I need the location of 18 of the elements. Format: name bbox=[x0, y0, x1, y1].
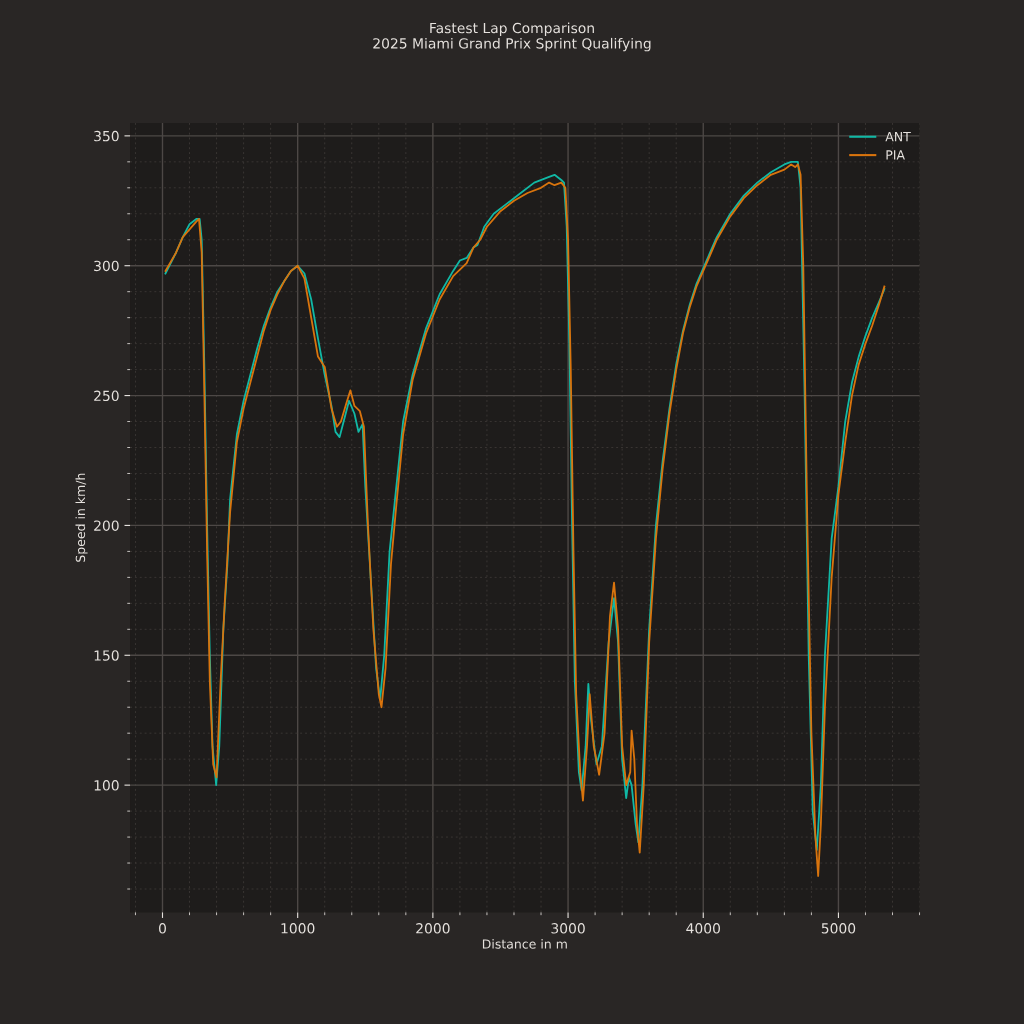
legend-label: ANT bbox=[885, 132, 911, 142]
x-tick-label: 2000 bbox=[416, 923, 450, 934]
y-tick-label: 200 bbox=[94, 520, 119, 531]
y-axis-title: Speed in km/h bbox=[75, 473, 88, 562]
x-tick-label: 1000 bbox=[281, 923, 315, 934]
x-tick-label: 3000 bbox=[551, 923, 585, 934]
x-tick-label: 0 bbox=[158, 923, 166, 934]
x-tick-label: 5000 bbox=[821, 923, 856, 934]
y-tick-label: 300 bbox=[94, 260, 119, 272]
chart-subtitle: 2025 Miami Grand Prix Sprint Qualifying bbox=[373, 37, 651, 52]
y-tick-label: 150 bbox=[94, 650, 119, 661]
x-axis-title: Distance in m bbox=[482, 939, 567, 949]
y-tick-label: 250 bbox=[94, 390, 119, 402]
y-tick-label: 350 bbox=[94, 130, 119, 142]
x-tick-label: 4000 bbox=[686, 923, 720, 934]
chart-title: Fastest Lap Comparison bbox=[430, 22, 594, 36]
y-tick-label: 100 bbox=[94, 780, 119, 791]
legend-label: PIA bbox=[886, 150, 905, 160]
